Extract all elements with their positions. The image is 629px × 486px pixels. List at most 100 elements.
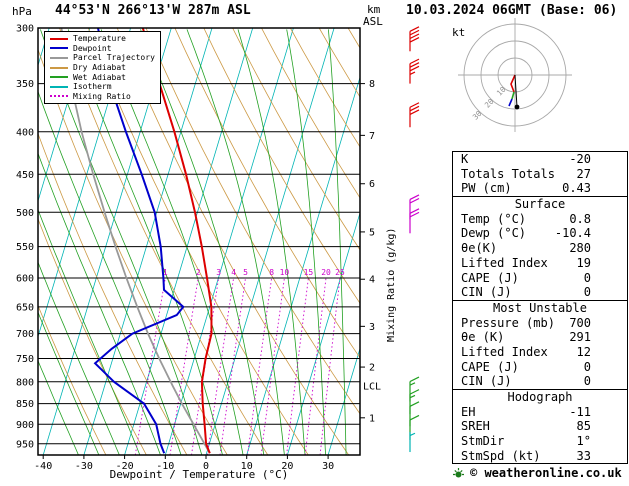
isotherm-line — [205, 28, 335, 455]
hodograph-unit-label: kt — [452, 26, 466, 39]
wind-barb-feather — [409, 208, 420, 214]
wet-adiabat-line — [38, 359, 79, 455]
dry-adiabat-line — [290, 28, 360, 148]
dry-adiabat-line — [232, 28, 360, 251]
mixing-ratio-line — [260, 277, 285, 455]
pressure-tick-label: 650 — [16, 302, 34, 313]
dry-adiabat-line — [38, 132, 188, 455]
stat-row-lifted-index-sfc: Lifted Index 19 — [453, 256, 627, 271]
dry-adiabat-line — [87, 28, 309, 455]
dry-adiabat-line — [318, 28, 360, 98]
temp-tick-label: -40 — [34, 461, 52, 472]
mixing-ratio-label: 1 — [163, 268, 168, 277]
wind-barb-feather — [409, 102, 420, 108]
pressure-tick-label: 450 — [16, 170, 34, 181]
pressure-tick-label: 500 — [16, 208, 34, 219]
wind-barb-half-feather — [409, 394, 416, 399]
stat-value: 33 — [576, 448, 591, 463]
mixing-ratio-label: 2 — [196, 268, 201, 277]
temp-tick-label: 20 — [281, 461, 293, 472]
temp-tick-label: 10 — [241, 461, 253, 472]
wind-barb-feather — [409, 389, 420, 395]
temp-tick-label: -10 — [156, 461, 174, 472]
wind-barb-half-feather — [409, 71, 416, 75]
stat-label: Dewp (°C) — [461, 226, 527, 241]
stat-label: θe(K) — [461, 241, 498, 256]
altitude-unit-asl: ASL — [363, 15, 383, 28]
stat-label: Totals Totals — [461, 166, 555, 181]
stat-row-cin-mu: CIN (J) 0 — [453, 374, 627, 389]
legend-label: Parcel Trajectory — [73, 53, 155, 63]
stat-value: 12 — [576, 344, 591, 359]
wind-barb-feather — [409, 194, 420, 200]
wind-barb-feather — [409, 62, 420, 68]
wet-adiabat-line — [140, 29, 265, 455]
km-tick-label: 3 — [369, 322, 375, 333]
legend-label: Isotherm — [73, 82, 112, 92]
stat-value: 0 — [583, 270, 591, 285]
legend-item-mixing-ratio: Mixing Ratio — [50, 92, 155, 102]
dry-adiabat-line — [38, 48, 228, 455]
parcel-trajectory-curve — [60, 28, 211, 454]
mixing-ratio-line — [304, 277, 327, 455]
legend-item-isotherm: Isotherm — [50, 82, 155, 92]
stat-value: 1° — [576, 434, 591, 449]
stats-header-surface: Surface — [514, 197, 566, 212]
stats-panel: K -20 Totals Totals 27 PW (cm) 0.43 Surface… — [452, 151, 628, 465]
dry-adiabat-line — [174, 28, 360, 359]
pressure-tick-label: 750 — [16, 354, 34, 365]
stat-label: CIN (J) — [461, 374, 512, 389]
mixing-ratio-line — [134, 277, 166, 455]
temp-tick-label: -20 — [116, 461, 134, 472]
isotherm-line-swatch — [50, 85, 68, 88]
stat-row-totals-totals: Totals Totals 27 — [453, 167, 627, 182]
wind-barb-half-feather — [409, 382, 416, 386]
legend-item-dry-adiabat: Dry Adiabat — [50, 63, 155, 73]
km-tick-label: 7 — [369, 131, 375, 142]
pressure-tick-label: 400 — [16, 127, 34, 138]
stat-value: 280 — [569, 241, 591, 256]
stat-row-theta-e-sfc: θe(K) 280 — [453, 241, 627, 256]
dewpoint-line-swatch — [50, 47, 68, 50]
stat-row-stmdir: StmDir 1° — [453, 434, 627, 449]
y2-axis-title: Mixing Ratio (g/kg) — [386, 228, 397, 342]
stat-value: -10.4 — [554, 226, 591, 241]
km-tick-label: 1 — [369, 413, 375, 424]
stat-value: 27 — [576, 166, 591, 181]
dry-adiabat-line — [38, 304, 107, 455]
km-tick-label: 2 — [369, 363, 375, 374]
dry-adiabat-line — [38, 217, 147, 455]
isotherm-line — [83, 28, 213, 455]
legend-item-parcel-trajectory: Parcel Trajectory — [50, 53, 155, 63]
mixing-ratio-line — [191, 277, 220, 455]
wet-adiabat-line — [38, 311, 100, 455]
stats-section-indices: K -20 Totals Totals 27 PW (cm) 0.43 — [452, 151, 628, 197]
page-title: 44°53'N 266°13'W 287m ASL — [55, 3, 251, 18]
wind-barb-feather — [409, 37, 420, 43]
legend-item-dewpoint: Dewpoint — [50, 44, 155, 54]
dewpoint-curve — [93, 28, 185, 454]
altitude-unit-km: km — [367, 3, 381, 16]
stat-value: 0 — [583, 374, 591, 389]
stat-label: K — [461, 152, 469, 166]
stat-row-k: K -20 — [453, 152, 627, 167]
dry-adiabat-line — [203, 28, 360, 304]
dry-adiabat-line — [406, 28, 445, 455]
x-axis-title: Dewpoint / Temperature (°C) — [110, 468, 289, 481]
legend-item-temperature: Temperature — [50, 34, 155, 44]
wet-adiabat-line — [237, 29, 306, 455]
isotherm-line — [327, 347, 360, 455]
dry-adiabat-line — [261, 28, 360, 199]
axes-layer: 3003504004505005506006507007508008509009… — [16, 24, 420, 472]
stat-label: PW (cm) — [461, 181, 512, 196]
wind-barbs — [409, 26, 420, 453]
dry-adiabat-line — [435, 28, 445, 455]
stats-section-hodograph: Hodograph EH -11 SREH 85 StmDir 1° StmSpd (… — [452, 389, 628, 464]
stat-label: CIN (J) — [461, 285, 512, 300]
stat-value: 700 — [569, 315, 591, 330]
wind-barb-feather — [409, 26, 420, 32]
stat-row-stmspd: StmSpd (kt) 33 — [453, 449, 627, 464]
stat-row-cape-sfc: CAPE (J) 0 — [453, 271, 627, 286]
